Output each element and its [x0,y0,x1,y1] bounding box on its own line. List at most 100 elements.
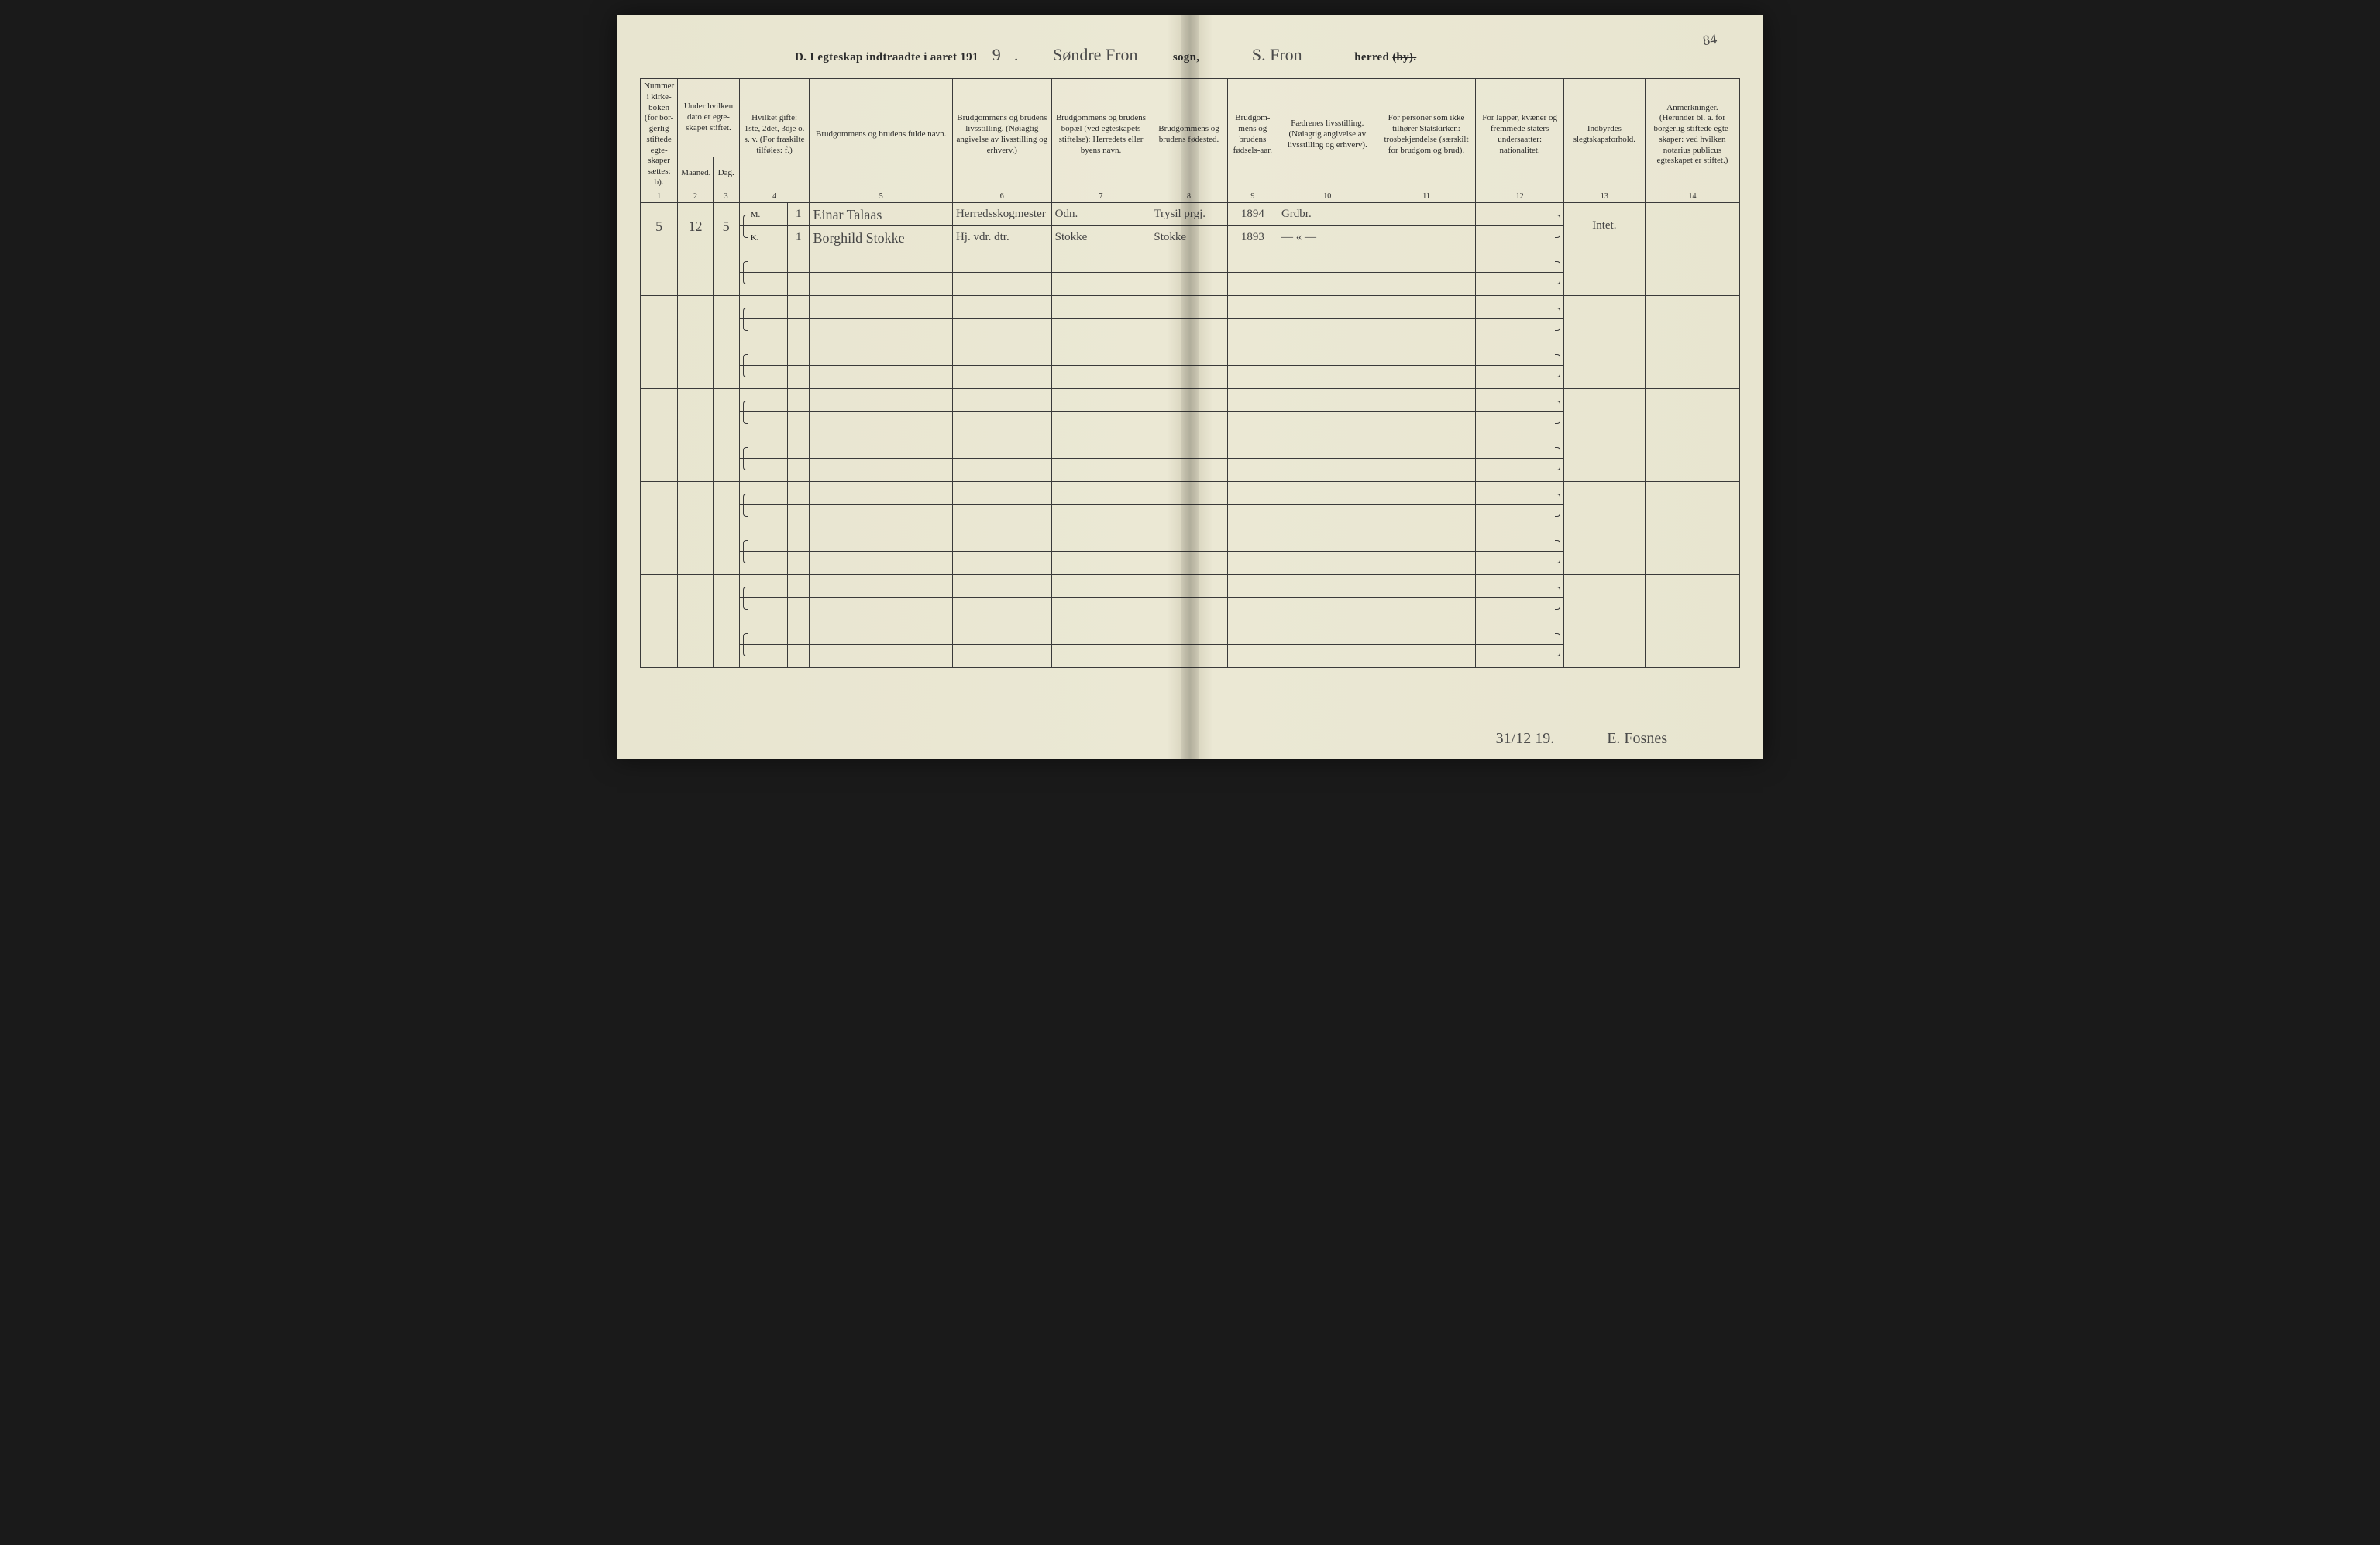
col12-m [1476,203,1564,226]
register-table: Nummer i kirke-boken (for bor-gerlig sti… [640,78,1740,668]
col11-m [1377,203,1476,226]
header-herred-label: herred (by). [1354,51,1416,64]
mk-label-m: M. [739,296,787,319]
stilling-m: Herredsskogmester [952,203,1051,226]
col12-k [1476,226,1564,249]
footer-signature: E. Fosnes [1604,730,1670,748]
mk-label-k: K. [739,505,787,528]
register-page: 84 D. I egteskap indtraadte i aaret 191 … [617,15,1763,759]
footer-date: 31/12 19. [1493,730,1558,748]
page-header: D. I egteskap indtraadte i aaret 191 9 .… [795,46,1740,64]
table-row: M. [641,296,1740,319]
stilling-k: Hj. vdr. dtr. [952,226,1051,249]
navn-m: Einar Talaas [810,203,952,226]
mk-label-k: K. [739,598,787,621]
mk-label-k: K. [739,645,787,668]
colnum-8: 8 [1150,191,1227,203]
colnum-14: 14 [1645,191,1739,203]
mk-label-k: K. [739,366,787,389]
col-header-2-group: Under hvilken dato er egte-skapet stifte… [678,79,739,157]
colnum-13: 13 [1563,191,1645,203]
mk-label-k: K. [739,412,787,435]
table-row: M. [641,389,1740,412]
page-number: 84 [1702,32,1718,47]
col-header-6: Brudgommens og brudens livsstilling. (Nø… [952,79,1051,191]
col-header-13: Indbyrdes slegtskapsforhold. [1563,79,1645,191]
header-herred-strike: (by). [1392,51,1416,64]
mk-label-m: M. [739,621,787,645]
col11-k [1377,226,1476,249]
mk-label-m: M. [739,435,787,459]
table-row: M. [641,342,1740,366]
mk-label-m: M. [739,203,787,226]
col-header-1: Nummer i kirke-boken (for bor-gerlig sti… [641,79,678,191]
col-header-8: Brudgommens og brudens fødested. [1150,79,1227,191]
col-header-5: Brudgommens og brudens fulde navn. [810,79,952,191]
mk-label-m: M. [739,482,787,505]
mk-label-k: K. [739,319,787,342]
header-sogn-value: Søndre Fron [1026,46,1165,64]
navn-k: Borghild Stokke [810,226,952,249]
colnum-7: 7 [1051,191,1150,203]
bopael-m: Odn. [1051,203,1150,226]
col-header-11: For personer som ikke tilhører Statskirk… [1377,79,1476,191]
mk-label-m: M. [739,342,787,366]
header-dot: . [1015,51,1018,64]
mk-label-k: K. [739,459,787,482]
faedre-m: Grdbr. [1278,203,1377,226]
header-prefix: D. I egteskap indtraadte i aaret 191 [795,51,978,64]
mk-label-m: M. [739,528,787,552]
colnum-4: 4 [739,191,810,203]
col-header-2: Maaned. [678,157,713,191]
colnum-9: 9 [1227,191,1278,203]
faedre-k: — « — [1278,226,1377,249]
mk-label-k: K. [739,273,787,296]
entry-day: 5 [713,203,739,249]
fodested-k: Stokke [1150,226,1227,249]
colnum-10: 10 [1278,191,1377,203]
table-head: Nummer i kirke-boken (for bor-gerlig sti… [641,79,1740,203]
header-sogn-label: sogn, [1173,51,1199,64]
mk-label-k: K. [739,226,787,249]
colnum-2: 2 [678,191,713,203]
aar-k: 1893 [1227,226,1278,249]
table-row: M. [641,621,1740,645]
col-header-14: Anmerkninger. (Herunder bl. a. for borge… [1645,79,1739,191]
gifte-k: 1 [788,226,810,249]
col-header-9: Brudgom-mens og brudens fødsels-aar. [1227,79,1278,191]
bopael-k: Stokke [1051,226,1150,249]
col-header-10: Fædrenes livsstilling. (Nøiagtig angivel… [1278,79,1377,191]
table-row: 5 12 5 M. 1 Einar Talaas Herredsskogmest… [641,203,1740,226]
aar-m: 1894 [1227,203,1278,226]
col-header-7: Brudgommens og brudens bopæl (ved egtesk… [1051,79,1150,191]
mk-label-k: K. [739,552,787,575]
colnum-12: 12 [1476,191,1564,203]
slegtskap: Intet. [1563,203,1645,249]
col-header-3: Dag. [713,157,739,191]
entry-number: 5 [641,203,678,249]
gifte-m: 1 [788,203,810,226]
table-row: M. [641,435,1740,459]
colnum-11: 11 [1377,191,1476,203]
col-header-12: For lapper, kvæner og fremmede staters u… [1476,79,1564,191]
anm [1645,203,1739,249]
mk-label-m: M. [739,249,787,273]
fodested-m: Trysil prgj. [1150,203,1227,226]
colnum-1: 1 [641,191,678,203]
table-row: M. [641,482,1740,505]
table-row: M. [641,249,1740,273]
table-body: 5 12 5 M. 1 Einar Talaas Herredsskogmest… [641,203,1740,668]
table-row: M. [641,528,1740,552]
colnum-5: 5 [810,191,952,203]
table-row: M. [641,575,1740,598]
page-footer: 31/12 19. E. Fosnes [1493,730,1670,748]
header-year-suffix: 9 [986,46,1007,64]
header-herred-value: S. Fron [1207,46,1346,64]
colnum-6: 6 [952,191,1051,203]
mk-label-m: M. [739,575,787,598]
col-header-4: Hvilket gifte: 1ste, 2det, 3dje o. s. v.… [739,79,810,191]
header-herred-pre: herred [1354,51,1389,64]
colnum-3: 3 [713,191,739,203]
entry-month: 12 [678,203,713,249]
mk-label-m: M. [739,389,787,412]
